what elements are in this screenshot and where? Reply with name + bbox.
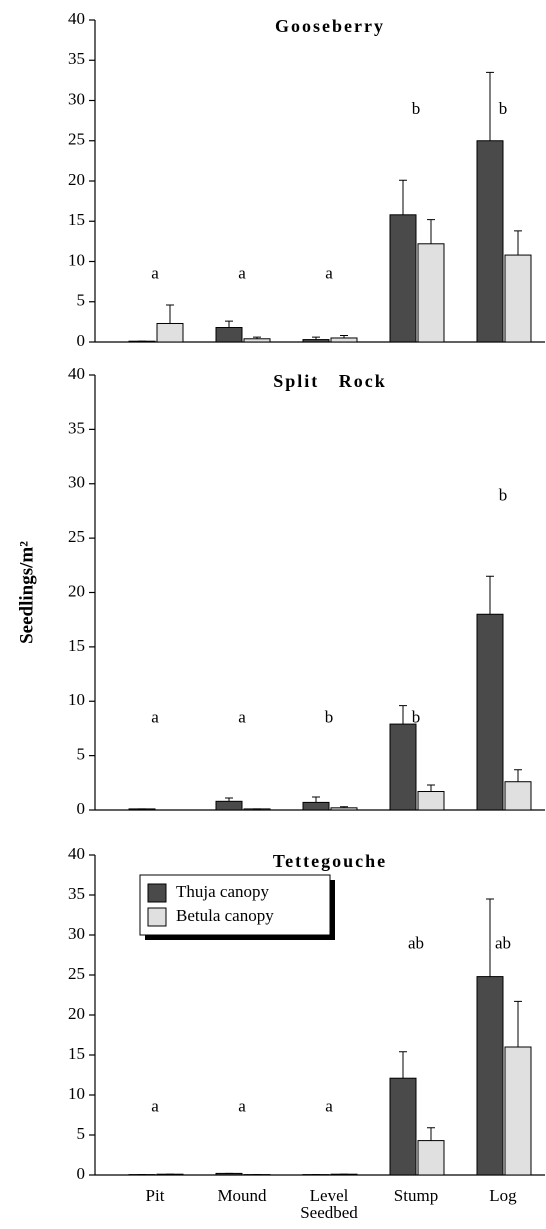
significance-letter: a (151, 1097, 159, 1116)
bar (243, 338, 271, 343)
error-bar (312, 796, 320, 803)
bar (389, 723, 417, 811)
error-bar (340, 335, 348, 338)
y-tick-label: 15 (68, 210, 85, 229)
bar (504, 1046, 532, 1176)
error-bar (399, 705, 407, 725)
y-tick-label: 5 (77, 291, 86, 310)
error-bar (486, 71, 494, 141)
error-bar (486, 898, 494, 977)
y-axis-label: Seedlings/m² (16, 541, 37, 644)
significance-letter: b (412, 708, 421, 727)
y-tick-label: 10 (68, 250, 85, 269)
error-bar (399, 1051, 407, 1079)
y-tick-label: 0 (77, 799, 86, 818)
y-tick-label: 5 (77, 1124, 86, 1143)
significance-letter: a (151, 708, 159, 727)
bar (215, 800, 243, 811)
significance-letter: a (325, 263, 333, 282)
bar (417, 791, 445, 811)
x-tick-label-line: Level (310, 1186, 349, 1205)
error-bar (399, 179, 407, 215)
legend-label: Betula canopy (176, 906, 274, 925)
y-tick-label: 15 (68, 636, 85, 655)
error-bar (225, 797, 233, 802)
error-bar (486, 575, 494, 615)
bar (330, 337, 358, 343)
y-tick-label: 25 (68, 964, 85, 983)
bar (156, 322, 184, 343)
panel-title: Split Rock (273, 371, 387, 391)
significance-letter: a (238, 1097, 246, 1116)
bar (504, 254, 532, 343)
panel-title: Tettegouche (273, 851, 387, 871)
legend-swatch (147, 883, 167, 903)
bar (302, 801, 330, 811)
error-bar (253, 336, 261, 339)
error-bar (427, 219, 435, 244)
y-tick-label: 25 (68, 527, 85, 546)
bar (389, 214, 417, 343)
significance-letter: b (412, 99, 421, 118)
bar (476, 976, 504, 1176)
significance-letter: b (325, 708, 334, 727)
significance-letter: a (238, 263, 246, 282)
y-tick-label: 0 (77, 331, 86, 350)
bar (476, 140, 504, 343)
x-tick-label-line: Seedbed (300, 1203, 358, 1222)
y-tick-label: 15 (68, 1044, 85, 1063)
y-tick-label: 20 (68, 1004, 85, 1023)
y-tick-label: 30 (68, 473, 85, 492)
x-tick-label: Stump (394, 1186, 438, 1205)
error-bar (340, 806, 348, 808)
significance-letter: b (499, 486, 508, 505)
y-tick-label: 25 (68, 130, 85, 149)
y-tick-label: 40 (68, 844, 85, 863)
y-tick-label: 10 (68, 690, 85, 709)
y-tick-label: 30 (68, 924, 85, 943)
error-bar (312, 336, 320, 340)
x-tick-label: Mound (217, 1186, 267, 1205)
error-bar (427, 1127, 435, 1141)
bar (476, 613, 504, 811)
error-bar (166, 304, 174, 324)
x-tick-label: Level Seedbed (300, 1186, 358, 1222)
bar (330, 807, 358, 811)
bar (302, 339, 330, 343)
bar (417, 1140, 445, 1176)
y-tick-label: 40 (68, 364, 85, 383)
significance-letter: a (151, 263, 159, 282)
y-tick-label: 30 (68, 89, 85, 108)
bar (504, 781, 532, 811)
significance-letter: a (238, 708, 246, 727)
y-tick-label: 35 (68, 418, 85, 437)
bar (389, 1077, 417, 1176)
error-bar (225, 320, 233, 328)
y-tick-label: 35 (68, 884, 85, 903)
significance-letter: ab (495, 934, 511, 953)
y-tick-label: 35 (68, 49, 85, 68)
y-tick-label: 10 (68, 1084, 85, 1103)
x-tick-label: Log (489, 1186, 517, 1205)
significance-letter: b (499, 99, 508, 118)
y-tick-label: 40 (68, 9, 85, 28)
y-tick-label: 20 (68, 170, 85, 189)
y-tick-label: 5 (77, 745, 86, 764)
y-tick-label: 0 (77, 1164, 86, 1183)
significance-letter: ab (408, 934, 424, 953)
panel-title: Gooseberry (275, 16, 385, 36)
error-bar (514, 769, 522, 782)
significance-letter: a (325, 1097, 333, 1116)
legend-label: Thuja canopy (176, 882, 269, 901)
bar (417, 243, 445, 343)
x-tick-label: Pit (146, 1186, 165, 1205)
legend-swatch (147, 907, 167, 927)
error-bar (427, 784, 435, 792)
y-tick-label: 20 (68, 581, 85, 600)
error-bar (514, 230, 522, 256)
legend (139, 874, 331, 936)
error-bar (514, 1000, 522, 1047)
bar (215, 327, 243, 343)
